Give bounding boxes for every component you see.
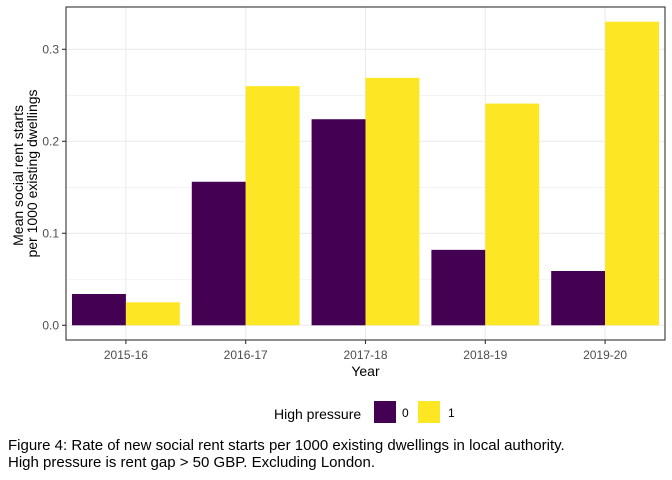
bars [71,21,660,326]
bar-series-0-2019-20 [551,271,606,326]
y-axis-title-line-1: Mean social rent starts [10,105,26,246]
bar-series-1-2018-19 [485,103,540,326]
legend: High pressure 0 1 [274,401,455,423]
y-axis-title-line-2: per 1000 existing dwellings [24,89,40,257]
legend-label-1: 1 [448,406,455,420]
legend-title: High pressure [274,406,361,422]
y-tick-label: 0.0 [42,318,59,332]
x-axis: 2015-16 2016-17 2017-18 2018-19 2019-20 [104,340,627,362]
x-tick-label: 2016-17 [224,348,268,362]
y-axis: 0.0 0.1 0.2 0.3 [42,42,66,332]
legend-key-1 [418,401,440,423]
bar-series-1-2017-18 [365,77,420,326]
legend-key-0 [374,401,396,423]
caption-line-1: Figure 4: Rate of new social rent starts… [8,437,565,454]
y-tick-label: 0.3 [42,42,59,56]
caption-line-2: High pressure is rent gap > 50 GBP. Excl… [8,454,376,471]
bar-series-0-2018-19 [431,249,486,326]
bar-series-0-2015-16 [71,294,126,326]
bar-chart: 0.0 0.1 0.2 0.3 2015-16 2016-17 2017-18 2018-1… [10,6,666,423]
y-tick-label: 0.1 [42,226,59,240]
bar-series-1-2015-16 [125,302,180,326]
bar-series-0-2017-18 [311,119,366,326]
y-tick-label: 0.2 [42,134,59,148]
x-tick-label: 2015-16 [104,348,148,362]
bar-series-1-2016-17 [245,86,300,326]
bar-series-0-2016-17 [191,181,246,326]
x-axis-title: Year [351,363,380,379]
x-tick-label: 2019-20 [583,348,627,362]
x-tick-label: 2017-18 [343,348,387,362]
y-axis-title: Mean social rent starts per 1000 existin… [10,89,40,257]
legend-label-0: 0 [402,406,409,420]
figure-caption: Figure 4: Rate of new social rent starts… [8,437,664,471]
bar-series-1-2019-20 [605,21,660,326]
x-tick-label: 2018-19 [463,348,507,362]
